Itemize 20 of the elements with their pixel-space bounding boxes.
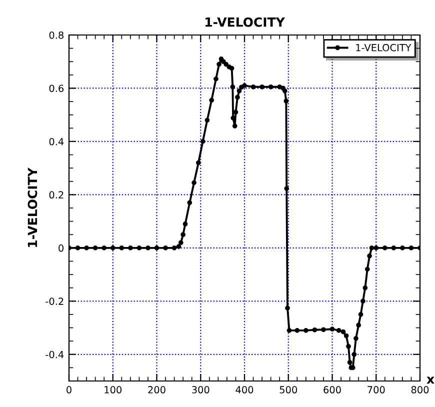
legend-label: 1-VELOCITY: [356, 44, 412, 52]
y-tick-label: 0.8: [49, 31, 64, 39]
x-tick-label: 400: [236, 386, 254, 394]
x-tick-label: 100: [104, 386, 122, 394]
x-tick-label: 0: [66, 386, 72, 394]
x-tick-label: 200: [148, 386, 166, 394]
y-tick-label: 0.6: [49, 84, 64, 92]
y-tick-label: 0: [58, 244, 64, 252]
y-axis-title: 1-VELOCITY: [28, 168, 38, 247]
x-tick-label: 300: [192, 386, 210, 394]
x-tick-label: 700: [368, 386, 385, 394]
x-axis-title: x: [426, 376, 434, 384]
y-tick-label: -0.2: [46, 298, 64, 305]
y-tick-label: -0.4: [46, 350, 64, 358]
x-tick-label: 600: [324, 386, 341, 394]
x-tick-label: 800: [411, 386, 429, 394]
y-tick-label: 0.4: [49, 138, 64, 146]
y-tick-label: 0.2: [49, 191, 64, 199]
chart-title: 1-VELOCITY: [206, 17, 285, 27]
x-tick-label: 500: [280, 386, 298, 394]
